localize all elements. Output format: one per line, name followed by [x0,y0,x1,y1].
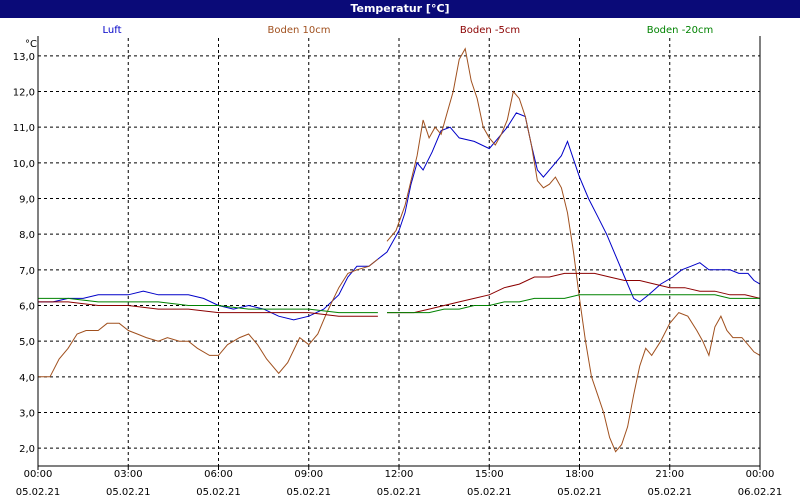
legend-entry: Boden 10cm [268,25,331,36]
series-luft [38,112,761,321]
x-tick-time: 12:00 [385,469,414,480]
y-tick-label: 11,0 [13,123,35,134]
x-tick-time: 21:00 [655,469,684,480]
grid [38,38,760,466]
x-tick-time: 15:00 [475,469,504,480]
series-lines [38,47,761,453]
y-axis-unit-label: °C [25,39,37,50]
x-tick-date: 05.02.21 [647,487,692,498]
x-tick-time: 18:00 [565,469,594,480]
y-tick-label: 12,0 [13,88,35,99]
legend-entry: Luft [103,25,122,36]
series-boden-5cm [38,272,761,317]
x-tick-date: 05.02.21 [467,487,512,498]
legend-entry: Boden -5cm [460,25,520,36]
series-line [387,294,760,314]
axes: 2,0 3,0 4,0 5,0 6,0 7,0 8,0 9,0 10,0 11,0 12,0 13,0… [13,36,783,498]
y-tick-label: 8,0 [19,230,35,241]
chart-title: Temperatur [°C] [0,0,800,18]
series-line [387,272,761,314]
x-tick-date: 05.02.21 [196,487,241,498]
x-tick-date: 05.02.21 [377,487,422,498]
series-line [386,47,761,453]
x-tick-time: 09:00 [294,469,323,480]
y-tick-label: 6,0 [19,302,35,313]
x-tick-time: 00:00 [746,469,775,480]
series-boden-10cm [38,47,761,453]
series-boden-20cm [38,294,760,314]
series-line [38,301,378,317]
x-tick-time: 06:00 [204,469,233,480]
y-tick-label: 9,0 [19,195,35,206]
x-tick-date: 05.02.21 [557,487,602,498]
series-line [38,258,379,378]
temperature-chart: 2,0 3,0 4,0 5,0 6,0 7,0 8,0 9,0 10,0 11,0 12,0 13,0… [13,25,783,498]
x-tick-time: 03:00 [114,469,143,480]
x-tick-date: 05.02.21 [286,487,331,498]
x-tick-date: 06.02.21 [738,487,783,498]
y-tick-label: 3,0 [19,409,35,420]
y-tick-label: 2,0 [19,444,35,455]
y-tick-label: 5,0 [19,337,35,348]
x-tick-date: 05.02.21 [16,487,61,498]
y-tick-label: 4,0 [19,373,35,384]
y-tick-label: 7,0 [19,266,35,277]
series-line [38,297,378,314]
y-tick-label: 10,0 [13,159,35,170]
x-tick-time: 00:00 [24,469,53,480]
legend-entry: Boden -20cm [647,25,714,36]
legend: Luft Boden 10cm Boden -5cm Boden -20cm [103,25,714,36]
y-tick-label: 13,0 [13,52,35,63]
x-tick-date: 05.02.21 [106,487,151,498]
series-line [38,112,761,321]
